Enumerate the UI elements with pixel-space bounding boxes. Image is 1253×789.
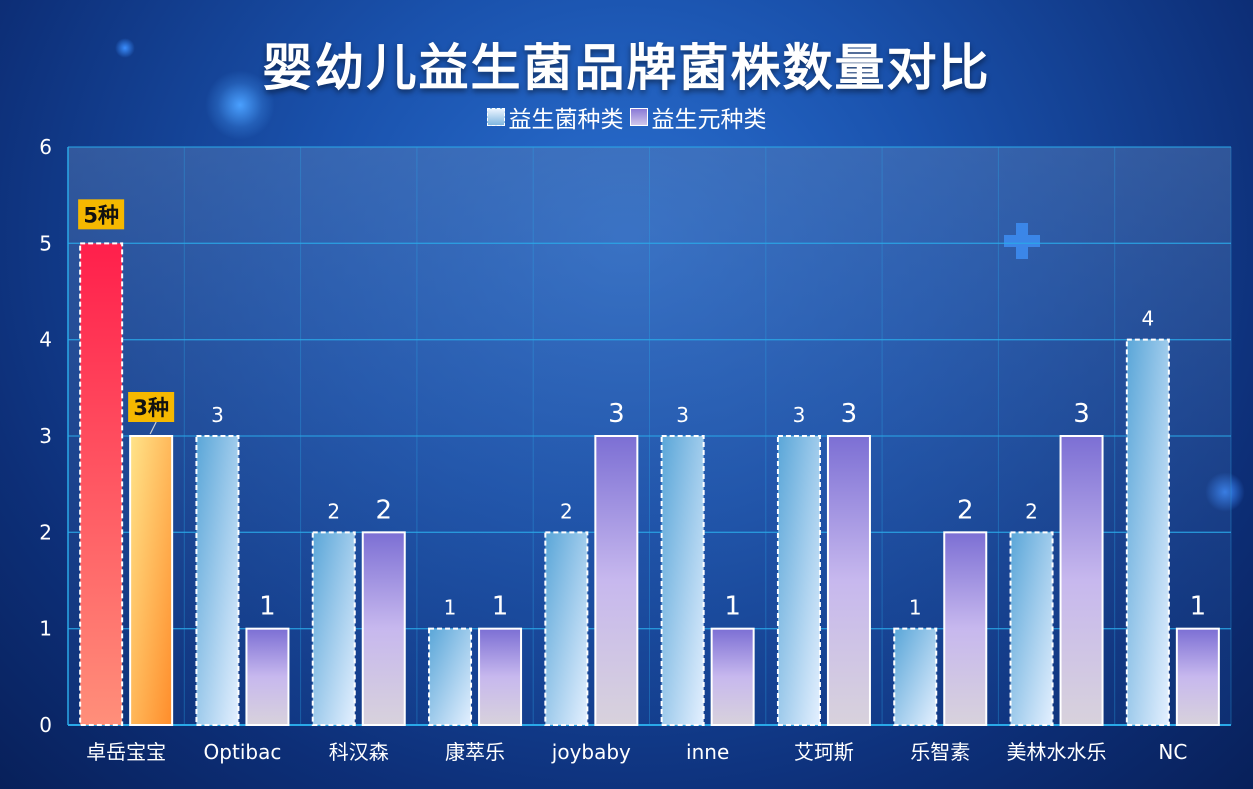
x-tick-label: 卓岳宝宝 xyxy=(86,740,166,764)
bar-probiotic[interactable] xyxy=(79,242,124,726)
data-label: 1 xyxy=(259,592,276,622)
legend: 益生菌种类 益生元种类 xyxy=(0,100,1253,134)
legend-item-probiotic[interactable]: 益生菌种类 xyxy=(486,100,624,134)
data-label: 1 xyxy=(724,592,741,622)
x-tick-label: joybaby xyxy=(551,740,631,764)
x-tick-label: 乐智素 xyxy=(910,740,970,764)
legend-label-prebiotic: 益生元种类 xyxy=(651,107,767,133)
plus-icon xyxy=(1004,223,1040,259)
y-tick-label: 1 xyxy=(39,617,52,641)
bar-probiotic[interactable] xyxy=(660,435,705,726)
data-label: 4 xyxy=(1141,307,1154,331)
data-label: 1 xyxy=(909,596,922,620)
x-tick-label: 科汉森 xyxy=(329,740,389,764)
bar-prebiotic[interactable] xyxy=(478,627,523,727)
y-tick-label: 2 xyxy=(39,520,52,544)
data-label: 3 xyxy=(676,403,689,427)
bar-prebiotic[interactable] xyxy=(594,435,639,726)
bar-probiotic[interactable] xyxy=(544,531,589,726)
data-label: 1 xyxy=(444,596,457,620)
legend-label-probiotic: 益生菌种类 xyxy=(508,107,624,133)
data-label: 2 xyxy=(327,499,340,523)
bar-prebiotic[interactable] xyxy=(129,435,174,726)
bar-probiotic[interactable] xyxy=(195,435,240,726)
y-tick-label: 6 xyxy=(39,135,52,159)
data-label: 3 xyxy=(211,403,224,427)
bar-prebiotic[interactable] xyxy=(245,627,290,727)
bar-prebiotic[interactable] xyxy=(1059,435,1104,726)
bar-probiotic[interactable] xyxy=(893,627,938,727)
bar-probiotic[interactable] xyxy=(1125,338,1170,726)
y-tick-label: 4 xyxy=(39,328,52,352)
data-label: 3 xyxy=(841,399,858,429)
annotation-text: 3种 xyxy=(133,396,169,420)
x-tick-label: 艾珂斯 xyxy=(794,740,854,764)
data-label: 3 xyxy=(608,399,625,429)
annotation-badge xyxy=(78,199,125,230)
legend-swatch-probiotic xyxy=(486,108,505,126)
bar-prebiotic[interactable] xyxy=(826,435,871,726)
bar-probiotic[interactable] xyxy=(776,435,821,726)
annotation-leader xyxy=(149,421,157,435)
data-label: 2 xyxy=(375,495,392,525)
chart-title: 婴幼儿益生菌品牌菌株数量对比 xyxy=(262,39,991,97)
data-label: 3 xyxy=(1073,399,1090,429)
y-tick-label: 3 xyxy=(39,424,52,448)
bar-probiotic[interactable] xyxy=(1009,531,1054,726)
bar-prebiotic[interactable] xyxy=(361,531,406,726)
bar-prebiotic[interactable] xyxy=(710,627,755,727)
data-label: 2 xyxy=(560,499,573,523)
bar-probiotic[interactable] xyxy=(311,531,356,726)
data-label: 2 xyxy=(957,495,974,525)
data-label: 1 xyxy=(1190,592,1207,622)
x-tick-label: 美林水水乐 xyxy=(1007,740,1107,764)
bar-prebiotic[interactable] xyxy=(1175,627,1220,727)
annotation-badge xyxy=(128,392,175,422)
bar-probiotic[interactable] xyxy=(428,627,473,727)
y-tick-label: 0 xyxy=(39,713,52,737)
data-label: 1 xyxy=(492,592,509,622)
y-tick-label: 5 xyxy=(39,231,52,255)
x-tick-label: 康萃乐 xyxy=(445,740,505,764)
data-label: 3 xyxy=(793,403,806,427)
annotation-text: 5种 xyxy=(83,203,119,227)
legend-item-prebiotic[interactable]: 益生元种类 xyxy=(629,100,767,134)
data-label: 2 xyxy=(1025,499,1038,523)
bar-prebiotic[interactable] xyxy=(943,531,988,726)
x-tick-label: NC xyxy=(1158,740,1187,764)
x-tick-label: inne xyxy=(686,740,729,764)
legend-swatch-prebiotic xyxy=(629,108,648,126)
x-tick-label: Optibac xyxy=(204,740,282,764)
